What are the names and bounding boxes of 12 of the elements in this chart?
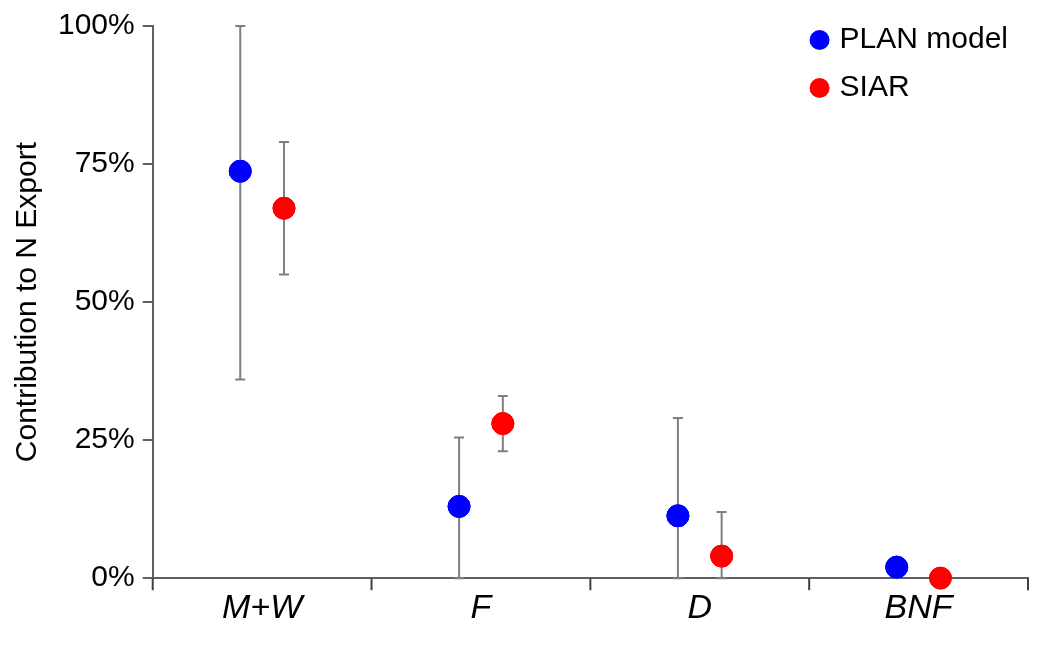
legend-label: PLAN model	[839, 21, 1009, 55]
x-tick-label: F	[470, 587, 494, 626]
y-tick-label: 0%	[91, 559, 135, 593]
x-tick-label: D	[687, 587, 713, 626]
y-tick-label: 100%	[57, 7, 135, 41]
y-tick-label: 50%	[74, 283, 135, 317]
y-axis-title: Contribution to N Export	[9, 141, 43, 463]
legend-label: SIAR	[839, 69, 910, 103]
x-tick-label: M+W	[222, 587, 306, 626]
x-tick-label: BNF	[884, 587, 955, 626]
y-tick-label: 25%	[74, 421, 135, 455]
y-tick-label: 75%	[74, 145, 135, 179]
